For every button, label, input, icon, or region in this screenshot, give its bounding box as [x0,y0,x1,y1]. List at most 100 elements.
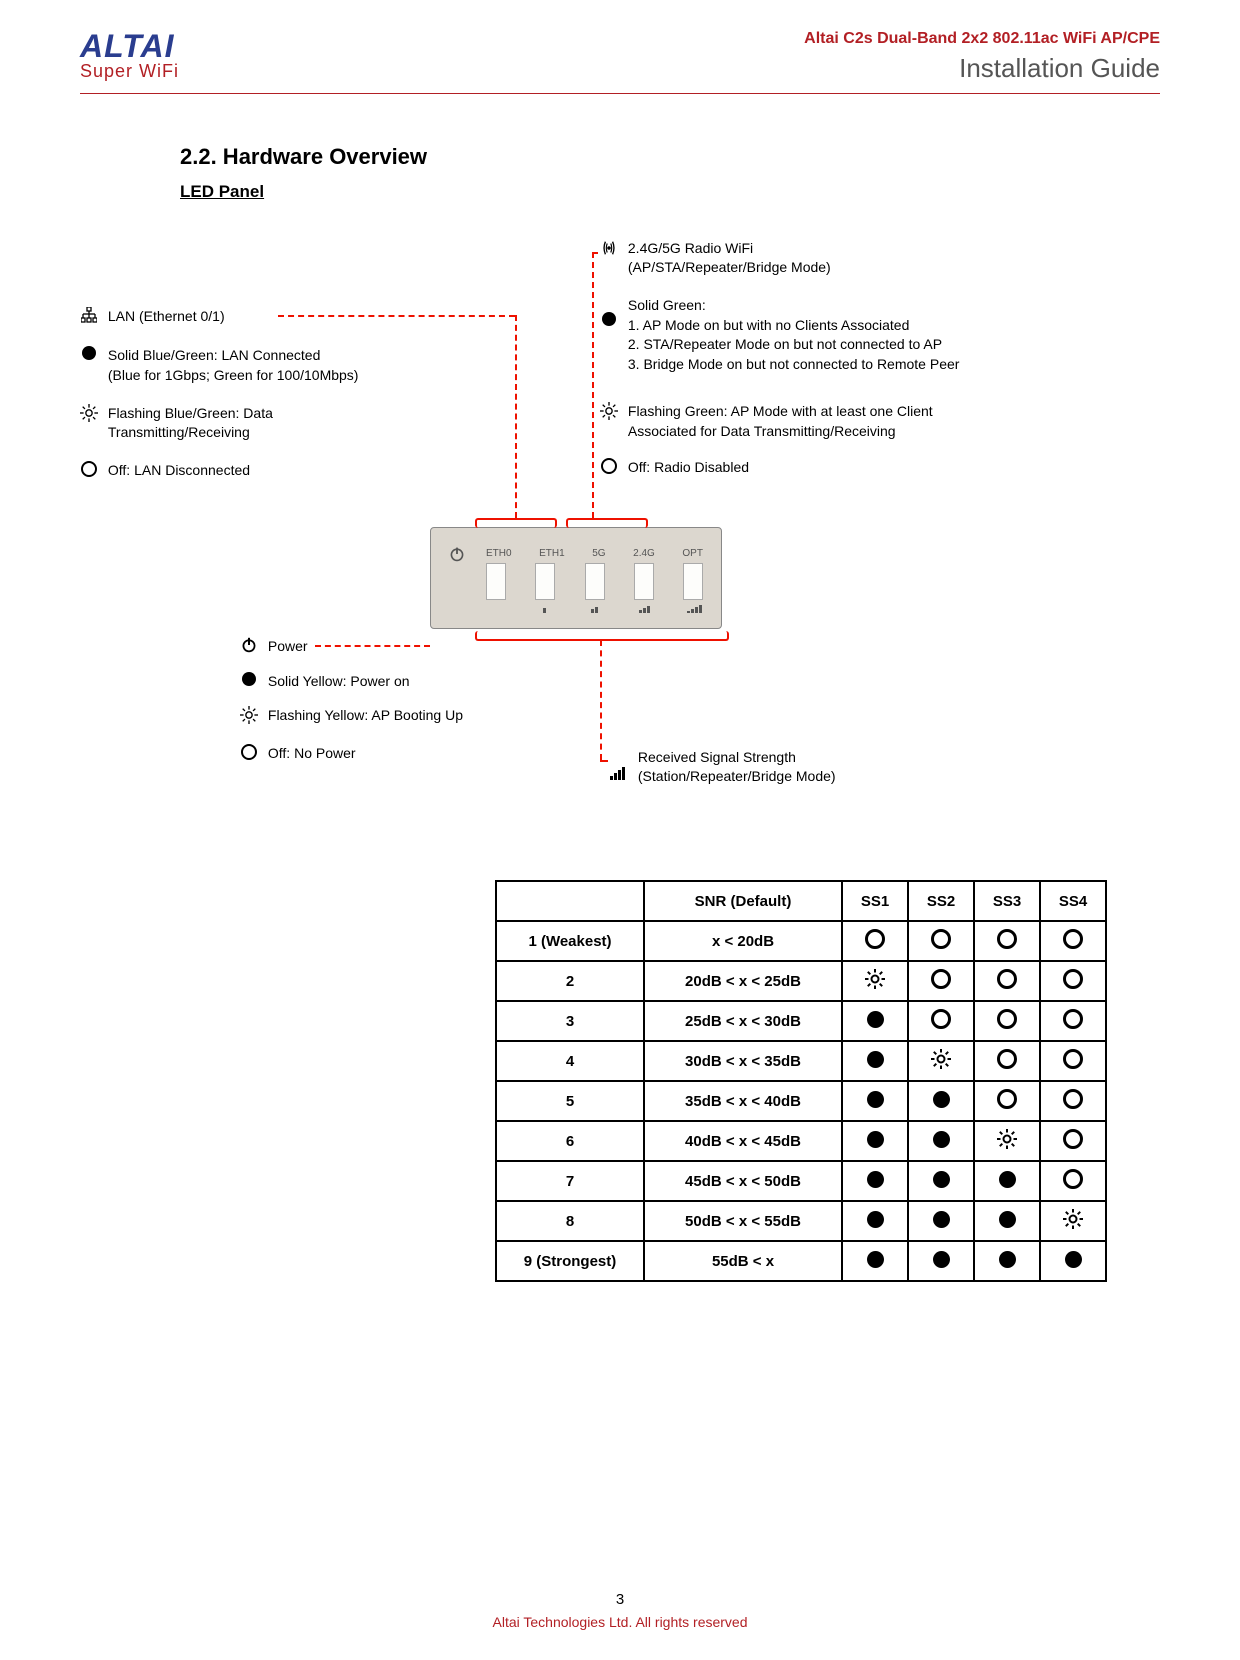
guide-title: Installation Guide [804,50,1160,86]
th-ss4: SS4 [1040,881,1106,921]
cell-ss [1040,961,1106,1001]
copyright: Altai Technologies Ltd. All rights reser… [0,1614,1240,1630]
panel-lbl: ETH0 [486,548,512,559]
table-row: 850dB < x < 55dB [496,1201,1106,1241]
product-name: Altai C2s Dual-Band 2x2 802.11ac WiFi AP… [804,28,1160,50]
cell-ss [842,1241,908,1281]
cell-ss [1040,921,1106,961]
cell-snr: 45dB < x < 50dB [644,1161,842,1201]
cell-ss [908,1161,974,1201]
rss-block: Received Signal Strength (Station/Repeat… [610,748,836,787]
table-row: 220dB < x < 25dB [496,961,1106,1001]
logo-sub: Super WiFi [80,61,179,82]
cell-snr: 30dB < x < 35dB [644,1041,842,1081]
header-divider [80,93,1160,94]
cell-level: 2 [496,961,644,1001]
radio-solid-3: 3. Bridge Mode on but not connected to R… [628,356,960,372]
cell-snr: x < 20dB [644,921,842,961]
cell-ss [842,1201,908,1241]
cell-ss [908,1241,974,1281]
cell-level: 6 [496,1121,644,1161]
cell-level: 8 [496,1201,644,1241]
cell-ss [908,1041,974,1081]
cell-ss [842,1161,908,1201]
cell-ss [842,1081,908,1121]
led-panel: ETH0 ETH1 5G 2.4G OPT [430,527,722,629]
solid-icon [240,672,258,692]
header-right: Altai C2s Dual-Band 2x2 802.11ac WiFi AP… [804,28,1160,87]
th-ss3: SS3 [974,881,1040,921]
cell-ss [908,961,974,1001]
table-row: 9 (Strongest)55dB < x [496,1241,1106,1281]
cell-ss [908,921,974,961]
flash-icon [240,706,258,730]
lan-icon [80,307,98,329]
dash-radio-h [592,252,598,254]
dash-radio-v [592,252,594,518]
cell-ss [974,1241,1040,1281]
cell-ss [842,1001,908,1041]
page-footer: 3 Altai Technologies Ltd. All rights res… [0,1591,1240,1630]
table-row: 640dB < x < 45dB [496,1121,1106,1161]
signal-icon [610,765,628,787]
th-ss1: SS1 [842,881,908,921]
table-row: 535dB < x < 40dB [496,1081,1106,1121]
cell-level: 7 [496,1161,644,1201]
cell-ss [842,1041,908,1081]
cell-snr: 20dB < x < 25dB [644,961,842,1001]
cell-ss [974,1041,1040,1081]
panel-lbl: ETH1 [539,548,565,559]
panel-lbl: 2.4G [633,548,655,559]
radio-solid-hdr: Solid Green: [628,297,706,313]
dash-power [315,645,430,647]
panel-lbl: 5G [592,548,605,559]
cell-ss [1040,1001,1106,1041]
cell-ss [974,1001,1040,1041]
bracket-opt [475,631,729,641]
panel-power-icon [449,546,465,567]
cell-ss [974,1161,1040,1201]
lan-solid: Solid Blue/Green: LAN Connected (Blue fo… [108,346,359,385]
cell-ss [1040,1161,1106,1201]
cell-ss [1040,1241,1106,1281]
dash-lan [278,315,515,317]
cell-ss [974,1201,1040,1241]
panel-lbl: OPT [682,548,703,559]
panel-leds [486,563,703,600]
cell-level: 4 [496,1041,644,1081]
radio-off: Off: Radio Disabled [628,458,749,478]
cell-ss [1040,1081,1106,1121]
cell-ss [1040,1121,1106,1161]
radio-flash: Flashing Green: AP Mode with at least on… [628,402,933,441]
dash-lan-v [515,315,517,518]
cell-ss [842,921,908,961]
cell-snr: 25dB < x < 30dB [644,1001,842,1041]
subsection-title: LED Panel [180,182,1160,202]
power-flash: Flashing Yellow: AP Booting Up [268,706,463,726]
rss-title: Received Signal Strength (Station/Repeat… [638,748,836,787]
lan-flash: Flashing Blue/Green: Data Transmitting/R… [108,404,273,443]
lan-title: LAN (Ethernet 0/1) [108,307,225,327]
dash-opt-v [600,640,602,760]
page-header: ALTAI Super WiFi Altai C2s Dual-Band 2x2… [80,28,1160,87]
table-row: 325dB < x < 30dB [496,1001,1106,1041]
cell-ss [842,961,908,1001]
cell-snr: 55dB < x [644,1241,842,1281]
logo: ALTAI Super WiFi [80,28,179,82]
cell-snr: 40dB < x < 45dB [644,1121,842,1161]
table-row: 430dB < x < 35dB [496,1041,1106,1081]
power-off: Off: No Power [268,744,356,764]
radio-title: 2.4G/5G Radio WiFi (AP/STA/Repeater/Brid… [628,239,831,278]
lan-off: Off: LAN Disconnected [108,461,250,481]
page-number: 3 [0,1591,1240,1608]
radio-solid: Solid Green: 1. AP Mode on but with no C… [628,296,960,374]
cell-snr: 35dB < x < 40dB [644,1081,842,1121]
th-snr: SNR (Default) [644,881,842,921]
cell-level: 5 [496,1081,644,1121]
power-title: Power [268,637,308,657]
cell-ss [908,1121,974,1161]
cell-ss [974,1121,1040,1161]
radio-block: 2.4G/5G Radio WiFi (AP/STA/Repeater/Brid… [600,239,1160,479]
bracket-eth [475,518,557,528]
section-title: 2.2. Hardware Overview [180,144,1160,170]
